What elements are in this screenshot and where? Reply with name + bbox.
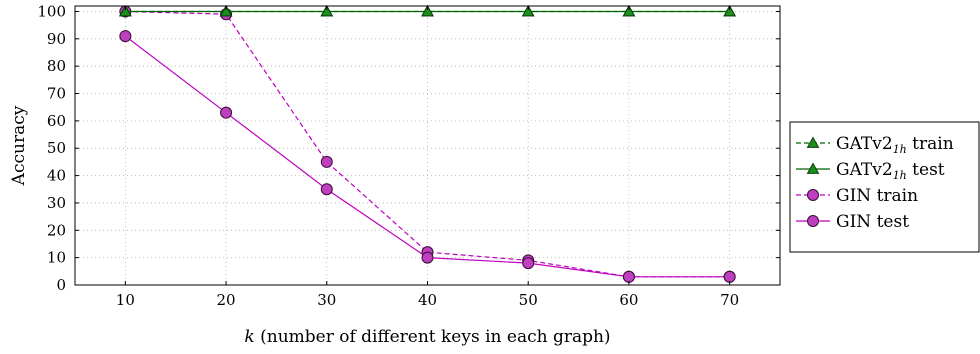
series-layer <box>119 4 736 283</box>
series-gin-test <box>119 30 736 283</box>
legend-item: GATv21h test <box>796 160 945 182</box>
data-point <box>622 270 635 283</box>
data-point <box>622 4 636 17</box>
y-tick-label: 70 <box>47 85 66 103</box>
data-point <box>219 4 233 17</box>
x-axis-label: k (number of different keys in each grap… <box>244 327 610 347</box>
y-tick-label: 40 <box>47 167 66 185</box>
legend-marker <box>806 136 820 148</box>
y-tick-label: 20 <box>47 221 66 239</box>
data-point <box>521 4 535 17</box>
y-axis-label: Accuracy <box>9 105 29 186</box>
legend-marker <box>807 215 819 227</box>
legend-label: GATv21h train <box>836 134 954 156</box>
x-tick-label: 10 <box>116 291 135 309</box>
data-point <box>119 30 132 43</box>
x-tick-label: 70 <box>720 291 739 309</box>
x-tick-label: 50 <box>519 291 538 309</box>
y-tick-label: 0 <box>56 276 66 294</box>
legend-marker <box>806 162 820 174</box>
y-tick-label: 80 <box>47 57 66 75</box>
data-point <box>320 183 333 196</box>
data-point <box>320 4 334 17</box>
series-line <box>124 35 730 278</box>
legend-item: GATv21h train <box>796 134 954 156</box>
x-tick-label: 60 <box>619 291 638 309</box>
grid-lines <box>75 6 780 286</box>
legend-label: GIN train <box>836 186 918 206</box>
x-tick-label: 20 <box>217 291 236 309</box>
x-axis-label-variable: k <box>244 327 254 347</box>
axis-ticks: 10 20 30 40 50 60 70 0 10 20 30 40 50 60 70 80 90 100 <box>37 2 780 309</box>
data-point <box>723 270 736 283</box>
data-point <box>522 257 535 270</box>
data-point <box>723 4 736 17</box>
legend-box <box>789 121 980 253</box>
y-tick-label: 10 <box>47 249 66 267</box>
y-tick-label: 60 <box>47 112 66 130</box>
series-gatv2-test <box>119 4 736 17</box>
data-point <box>220 106 233 119</box>
x-tick-label: 30 <box>317 291 336 309</box>
legend-marker <box>807 189 819 201</box>
y-tick-label: 90 <box>47 30 66 48</box>
y-tick-label: 50 <box>47 139 66 157</box>
series-gin-train <box>119 5 736 283</box>
data-point <box>119 4 132 17</box>
legend-item: GIN test <box>796 212 909 232</box>
x-tick-label: 40 <box>418 291 437 309</box>
legend: GATv21h train GATv21h test GIN train GIN te… <box>789 121 980 253</box>
legend-label: GIN test <box>836 212 909 232</box>
data-point <box>421 251 434 264</box>
y-tick-label: 100 <box>37 2 66 20</box>
data-point <box>421 4 434 17</box>
x-axis-label-text: (number of different keys in each graph) <box>255 327 611 347</box>
legend-label: GATv21h test <box>836 160 945 182</box>
plot-frame <box>74 5 781 286</box>
legend-item: GIN train <box>796 186 918 206</box>
series-line <box>125 10 730 278</box>
data-point <box>320 155 333 168</box>
y-tick-label: 30 <box>47 194 66 212</box>
